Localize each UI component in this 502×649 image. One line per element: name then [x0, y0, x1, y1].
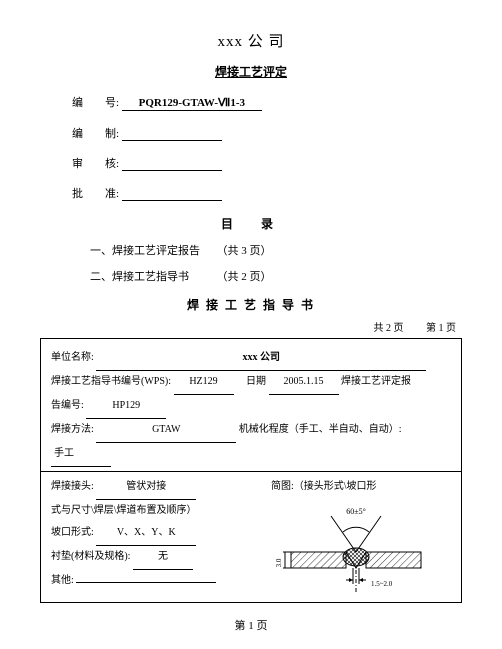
toc: 一、焊接工艺评定报告 （共 3 页） 二、焊接工艺指导书 （共 2 页） [90, 242, 462, 284]
pager-current: 第 1 页 [426, 323, 456, 334]
pqr-label: 焊接工艺评定报 [341, 376, 411, 387]
wpsno-row: 焊接工艺指导书编号(WPS): HZ129 日期 2005.1.15 焊接工艺评… [51, 371, 451, 395]
joint-label: 焊接接头: [51, 481, 94, 492]
toc-title: 目 录 [40, 215, 462, 232]
code-row: 编 号: PQR129-GTAW-Ⅶ1-3 [72, 94, 462, 111]
groove-value: V、X、Y、K [96, 522, 196, 546]
review-row: 审 核: [72, 155, 462, 171]
prep-row: 编 制: [72, 125, 462, 141]
pager-top: 共 2 页 第 1 页 [40, 319, 462, 334]
other-label: 其他: [51, 575, 74, 586]
approve-row: 批 准: [72, 185, 462, 201]
mech-label: 机械化程度（手工、半自动、自动）: [239, 424, 402, 435]
mech-value: 手工 [51, 443, 111, 467]
mech-row: 手工 [51, 443, 451, 467]
company-name: xxx 公 司 [40, 30, 462, 51]
svg-text:3.0: 3.0 [275, 558, 283, 567]
unit-label: 单位名称: [51, 352, 94, 363]
back-row: 衬垫(材料及规格): 无 [51, 546, 271, 570]
method-value: GTAW [96, 419, 236, 443]
joint-note: 式与尺寸\焊层\焊道布置及顺序） [51, 500, 271, 522]
joint-section: 焊接接头: 管状对接 式与尺寸\焊层\焊道布置及顺序） 坡口形式: V、X、Y、… [51, 476, 451, 594]
meta-block: 编 号: PQR129-GTAW-Ⅶ1-3 编 制: 审 核: 批 准: [72, 94, 462, 201]
joint-left: 焊接接头: 管状对接 式与尺寸\焊层\焊道布置及顺序） 坡口形式: V、X、Y、… [51, 476, 271, 594]
diagram-label: 简图:（接头形式\坡口形 [271, 476, 451, 498]
svg-text:1.5~2.0: 1.5~2.0 [371, 580, 393, 588]
review-label: 审 核: [72, 155, 119, 171]
pqr-label2: 告编号: [51, 400, 84, 411]
date-label: 日期 [246, 376, 266, 387]
other-blank [76, 581, 216, 583]
toc-item-2: 二、焊接工艺指导书 （共 2 页） [90, 268, 462, 284]
prep-blank [122, 129, 222, 141]
wps-form: 单位名称: xxx 公司 焊接工艺指导书编号(WPS): HZ129 日期 20… [40, 338, 462, 603]
joint-value: 管状对接 [96, 476, 196, 500]
back-label: 衬垫(材料及规格): [51, 551, 130, 562]
code-value: PQR129-GTAW-Ⅶ1-3 [122, 96, 262, 111]
angle-text: 60±5° [346, 507, 366, 516]
pqr-value: HP129 [86, 395, 166, 419]
wpsno-value: HZ129 [174, 371, 234, 395]
wps-title: 焊 接 工 艺 指 导 书 [40, 296, 462, 313]
approve-label: 批 准: [72, 185, 119, 201]
other-row: 其他: [51, 570, 271, 592]
joint-diagram: 60±5° 3.0 1.5~2.0 [271, 504, 446, 594]
document-title: 焊接工艺评定 [40, 63, 462, 80]
groove-row: 坡口形式: V、X、Y、K [51, 522, 271, 546]
method-row: 焊接方法: GTAW 机械化程度（手工、半自动、自动）: [51, 419, 451, 443]
code-label: 编 号: [72, 94, 119, 110]
back-value: 无 [133, 546, 193, 570]
approve-blank [122, 189, 222, 201]
toc-item-1: 一、焊接工艺评定报告 （共 3 页） [90, 242, 462, 258]
wpsno-label: 焊接工艺指导书编号(WPS): [51, 376, 171, 387]
unit-row: 单位名称: xxx 公司 [51, 347, 451, 371]
joint-row: 焊接接头: 管状对接 [51, 476, 271, 500]
groove-label: 坡口形式: [51, 527, 94, 538]
footer-page: 第 1 页 [0, 617, 502, 633]
method-label: 焊接方法: [51, 424, 94, 435]
prep-label: 编 制: [72, 125, 119, 141]
unit-value: xxx 公司 [96, 347, 426, 371]
joint-right: 简图:（接头形式\坡口形 [271, 476, 451, 594]
pqr-row: 告编号: HP129 [51, 395, 451, 419]
review-blank [122, 159, 222, 171]
pager-total: 共 2 页 [374, 323, 404, 334]
date-value: 2005.1.15 [269, 371, 339, 395]
